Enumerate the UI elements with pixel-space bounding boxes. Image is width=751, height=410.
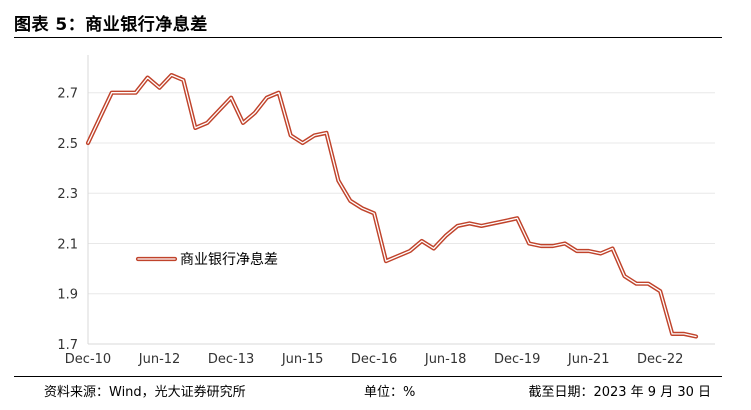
chart-title: 图表 5：商业银行净息差 — [14, 15, 208, 35]
source-note: 资料来源：Wind，光大证券研究所 — [44, 385, 246, 400]
x-tick-label: Jun-21 — [567, 352, 610, 367]
y-tick-label: 1.9 — [57, 288, 78, 303]
title-divider — [14, 37, 722, 38]
x-tick-label: Dec-16 — [351, 352, 397, 367]
x-tick-label: Dec-19 — [494, 352, 540, 367]
x-tick-label: Jun-15 — [281, 352, 324, 367]
footer-divider — [14, 376, 722, 377]
y-tick-label: 1.7 — [57, 338, 78, 353]
legend-label: 商业银行净息差 — [180, 251, 278, 268]
date-note: 截至日期：2023 年 9 月 30 日 — [528, 385, 711, 400]
x-tick-label: Dec-13 — [208, 352, 254, 367]
axes — [87, 55, 715, 345]
chart: 1.7 1.9 2.1 2.3 2.5 2.7 Dec-10 Jun-12 Dec-13 Jun-… — [57, 55, 715, 367]
y-tick-label: 2.3 — [57, 187, 78, 202]
x-tick-label: Jun-12 — [138, 352, 181, 367]
series-line-inner — [87, 74, 697, 338]
x-tick-label: Dec-22 — [637, 352, 683, 367]
x-tick-label: Dec-10 — [65, 352, 111, 367]
tick-labels: 1.7 1.9 2.1 2.3 2.5 2.7 Dec-10 Jun-12 Dec-13 Jun-… — [57, 87, 683, 367]
series-line-outer — [85, 72, 699, 339]
y-tick-label: 2.1 — [57, 237, 78, 252]
x-tick-label: Jun-18 — [424, 352, 467, 367]
y-tick-label: 2.7 — [57, 87, 78, 102]
y-tick-label: 2.5 — [57, 137, 78, 152]
unit-note: 单位：% — [364, 385, 416, 400]
series-line — [85, 72, 699, 339]
legend: 商业银行净息差 — [135, 251, 278, 268]
grid-lines — [88, 92, 715, 295]
